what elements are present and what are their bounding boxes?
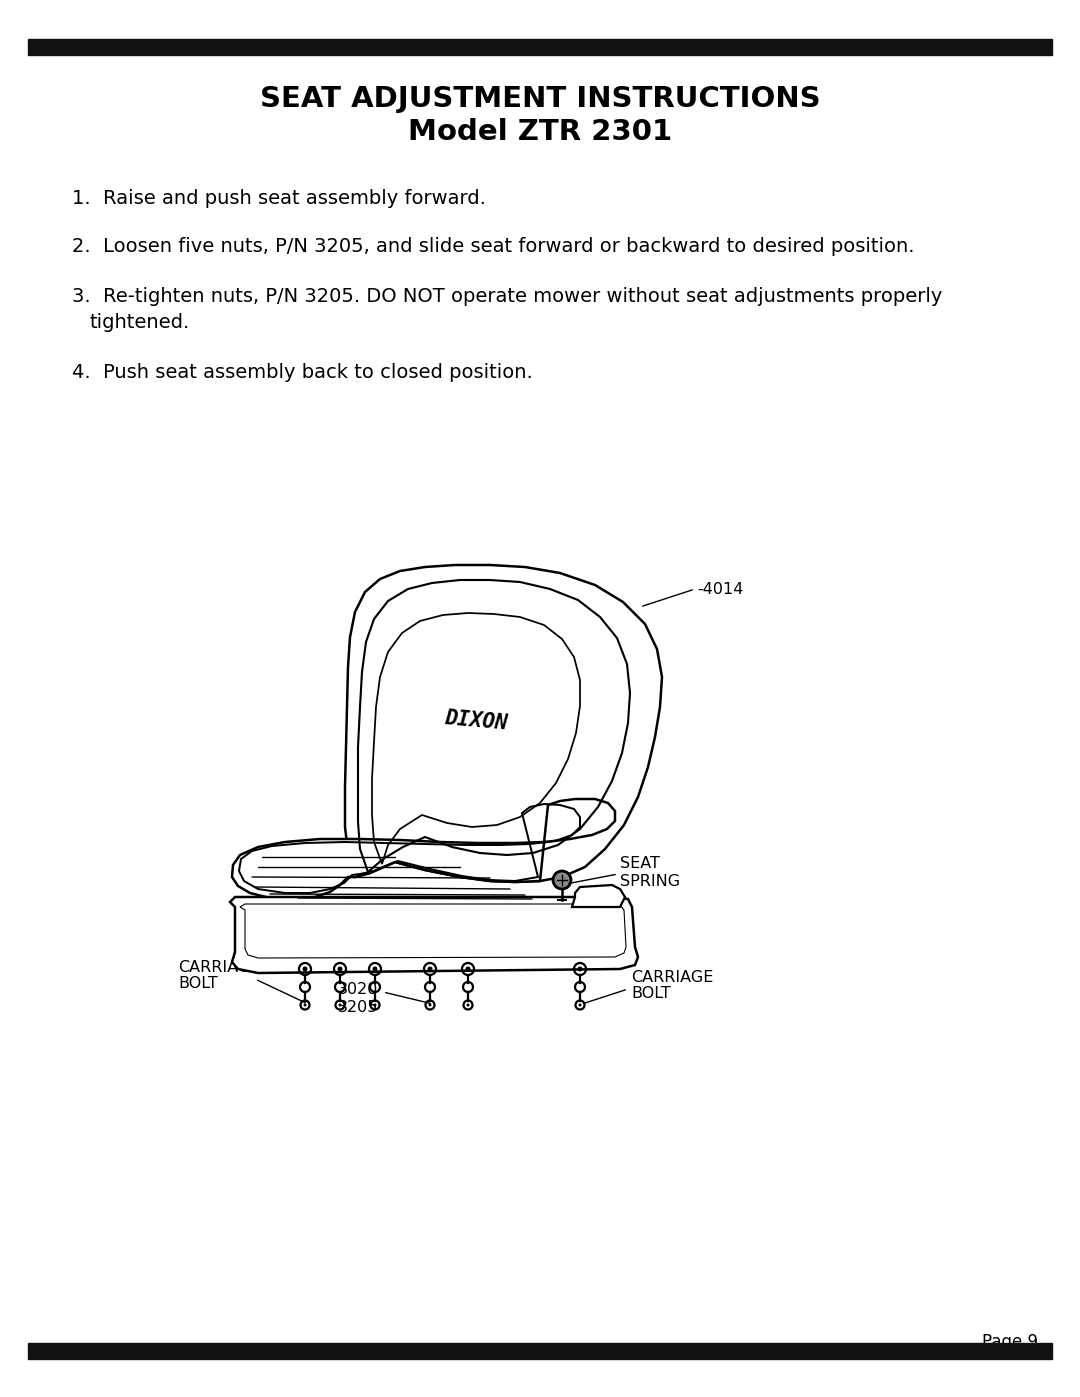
Text: SEAT: SEAT xyxy=(620,855,660,870)
Polygon shape xyxy=(230,897,638,972)
Text: Page 9: Page 9 xyxy=(982,1333,1038,1351)
Text: DIXON: DIXON xyxy=(444,708,509,733)
Text: Model ZTR 2301: Model ZTR 2301 xyxy=(408,117,672,147)
Text: SEAT ADJUSTMENT INSTRUCTIONS: SEAT ADJUSTMENT INSTRUCTIONS xyxy=(259,85,821,113)
Circle shape xyxy=(579,1003,581,1006)
Polygon shape xyxy=(572,886,625,907)
Text: CARRIAGE: CARRIAGE xyxy=(178,960,260,975)
Text: 2.  Loosen five nuts, P/N 3205, and slide seat forward or backward to desired po: 2. Loosen five nuts, P/N 3205, and slide… xyxy=(72,237,915,257)
Bar xyxy=(28,39,1052,54)
Bar xyxy=(28,1343,1052,1359)
Text: 1.  Raise and push seat assembly forward.: 1. Raise and push seat assembly forward. xyxy=(72,190,486,208)
Circle shape xyxy=(578,967,582,971)
Circle shape xyxy=(373,967,378,971)
Circle shape xyxy=(302,967,308,971)
Circle shape xyxy=(429,1003,432,1006)
Circle shape xyxy=(374,1003,377,1006)
Polygon shape xyxy=(232,799,615,900)
Text: 3020: 3020 xyxy=(338,982,378,996)
Text: -4014: -4014 xyxy=(697,581,743,597)
Text: CARRIAGE: CARRIAGE xyxy=(631,970,714,985)
Text: 4.  Push seat assembly back to closed position.: 4. Push seat assembly back to closed pos… xyxy=(72,362,532,381)
Circle shape xyxy=(338,1003,341,1006)
Text: SPRING: SPRING xyxy=(620,873,680,888)
Circle shape xyxy=(337,967,342,971)
Text: BOLT: BOLT xyxy=(178,977,218,992)
Text: tightened.: tightened. xyxy=(90,313,190,331)
Text: 3205: 3205 xyxy=(338,999,378,1014)
Text: 3.  Re-tighten nuts, P/N 3205. DO NOT operate mower without seat adjustments pro: 3. Re-tighten nuts, P/N 3205. DO NOT ope… xyxy=(72,288,943,306)
Circle shape xyxy=(465,967,471,971)
Circle shape xyxy=(303,1003,307,1006)
Circle shape xyxy=(467,1003,470,1006)
Circle shape xyxy=(553,870,571,888)
Text: BOLT: BOLT xyxy=(631,986,671,1002)
Polygon shape xyxy=(345,564,662,882)
Circle shape xyxy=(428,967,432,971)
